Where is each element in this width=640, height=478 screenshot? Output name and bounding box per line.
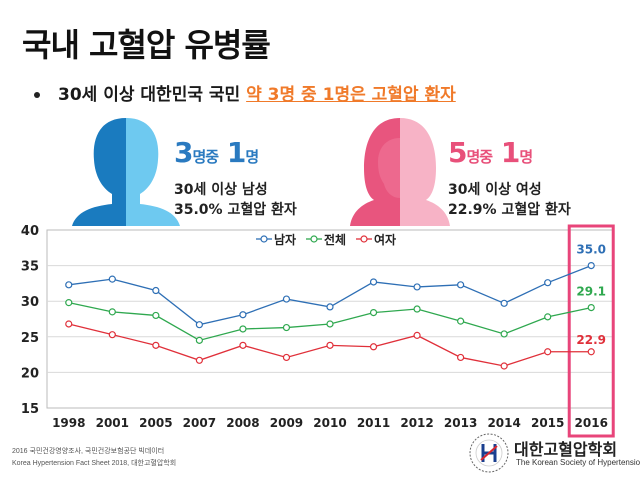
data-point xyxy=(152,341,160,349)
data-point xyxy=(500,362,508,370)
data-point xyxy=(239,325,247,333)
data-point xyxy=(500,330,508,338)
data-point xyxy=(326,320,334,328)
x-tick-label: 2016 xyxy=(575,416,608,430)
x-tick-label: 2010 xyxy=(313,416,346,430)
x-tick-label: 2012 xyxy=(400,416,433,430)
x-tick-label: 2007 xyxy=(183,416,216,430)
x-tick-label: 2008 xyxy=(226,416,259,430)
data-point xyxy=(65,281,73,289)
legend-label: 전체 xyxy=(324,232,346,247)
data-point xyxy=(195,321,203,329)
hypertension-line-chart: 15 20 25 30 35 40 1998 2001 2005 2007 2008 2009 2010… xyxy=(21,224,615,438)
male-stat: 3명중 1명 30세 이상 남성 35.0% 고혈압 환자 xyxy=(174,138,297,220)
society-name: 대한고혈압학회 xyxy=(514,440,618,459)
data-point xyxy=(587,348,595,356)
bullet-dot xyxy=(34,92,40,98)
legend-label: 남자 xyxy=(274,232,296,247)
data-point xyxy=(195,336,203,344)
x-tick-label: 2005 xyxy=(139,416,172,430)
data-point xyxy=(369,343,378,351)
bullet-highlight: 약 3명 중 1명은 고혈압 환자 xyxy=(246,85,456,105)
x-tick-label: 2015 xyxy=(531,416,564,430)
data-point xyxy=(152,311,160,320)
x-tick-label: 2009 xyxy=(270,416,303,430)
series-line-1 xyxy=(68,264,592,326)
male-ratio-num2: 1 xyxy=(226,136,247,169)
data-point xyxy=(326,303,334,311)
y-tick-label: 20 xyxy=(21,366,39,381)
data-point xyxy=(195,356,203,364)
data-point xyxy=(413,305,421,313)
data-point xyxy=(369,308,378,317)
data-point xyxy=(65,320,73,328)
female-line1: 30세 이상 여성 xyxy=(448,182,542,198)
y-tick-label: 25 xyxy=(21,331,39,346)
data-point xyxy=(282,295,291,303)
x-tick-label: 2011 xyxy=(357,416,390,430)
female-ratio: 5명중 1명 xyxy=(448,138,571,172)
data-point xyxy=(457,317,465,325)
data-point xyxy=(152,286,160,295)
x-tick-label: 2014 xyxy=(487,416,520,430)
female-ratio-word2: 명 xyxy=(519,148,533,166)
y-tick-label: 30 xyxy=(21,295,39,310)
society-subtitle: The Korean Society of Hypertension xyxy=(516,458,640,467)
data-point xyxy=(108,331,116,339)
data-point xyxy=(544,279,552,287)
legend-marker xyxy=(310,235,318,243)
data-point xyxy=(108,275,116,283)
female-stat: 5명중 1명 30세 이상 여성 22.9% 고혈압 환자 xyxy=(448,138,571,220)
highlight-2016-box xyxy=(567,224,615,438)
data-point xyxy=(282,323,291,332)
plot-area xyxy=(46,229,614,409)
data-point xyxy=(500,299,508,307)
female-line2: 22.9% 고혈압 환자 xyxy=(448,202,571,218)
legend-marker xyxy=(260,235,268,243)
y-tick-label: 15 xyxy=(21,402,39,417)
data-point xyxy=(457,353,465,362)
male-ratio-word1: 명중 xyxy=(192,148,219,166)
y-tick-label: 40 xyxy=(21,224,39,239)
data-point xyxy=(369,278,378,286)
x-tick-label: 2001 xyxy=(96,416,129,430)
female-ratio-num1: 5 xyxy=(448,136,468,169)
data-point xyxy=(413,283,421,291)
data-point xyxy=(587,304,595,312)
y-tick-label: 35 xyxy=(21,260,39,275)
bullet-text: 30세 이상 대한민국 국민 xyxy=(58,85,241,105)
summary-bullet: 30세 이상 대한민국 국민 약 3명 중 1명은 고혈압 환자 xyxy=(34,80,456,105)
data-point xyxy=(239,341,247,349)
footnote-1: 2016 국민건강영양조사, 국민건강보험공단 빅데이터 xyxy=(12,448,165,455)
data-point xyxy=(544,348,552,356)
male-ratio-word2: 명 xyxy=(245,148,259,166)
end-data-label: 22.9 xyxy=(576,333,606,347)
data-point xyxy=(65,299,73,307)
data-point xyxy=(282,353,291,362)
end-data-label: 35.0 xyxy=(576,243,606,257)
male-ratio-num1: 3 xyxy=(174,136,194,169)
male-line2: 35.0% 고혈압 환자 xyxy=(174,202,297,218)
data-point xyxy=(239,311,247,319)
footnote-2: Korea Hypertension Fact Sheet 2018, 대한고혈… xyxy=(12,460,177,467)
data-point xyxy=(544,313,552,321)
data-point xyxy=(413,331,421,339)
legend-label: 여자 xyxy=(374,232,396,247)
data-point xyxy=(587,261,595,270)
female-ratio-num2: 1 xyxy=(500,136,521,169)
page-title: 국내 고혈압 유병률 xyxy=(22,26,271,64)
society-logo-icon xyxy=(469,433,509,473)
data-point xyxy=(108,308,116,316)
data-point xyxy=(457,281,465,289)
male-ratio: 3명중 1명 xyxy=(174,138,297,172)
x-tick-label: 2013 xyxy=(444,416,477,430)
male-line1: 30세 이상 남성 xyxy=(174,182,268,198)
female-ratio-word1: 명중 xyxy=(466,148,493,166)
x-tick-label: 1998 xyxy=(52,416,85,430)
male-person-icon xyxy=(72,118,180,226)
data-point xyxy=(326,341,334,349)
legend-marker xyxy=(360,235,368,243)
female-person-icon xyxy=(350,118,450,226)
end-data-label: 29.1 xyxy=(576,285,606,299)
